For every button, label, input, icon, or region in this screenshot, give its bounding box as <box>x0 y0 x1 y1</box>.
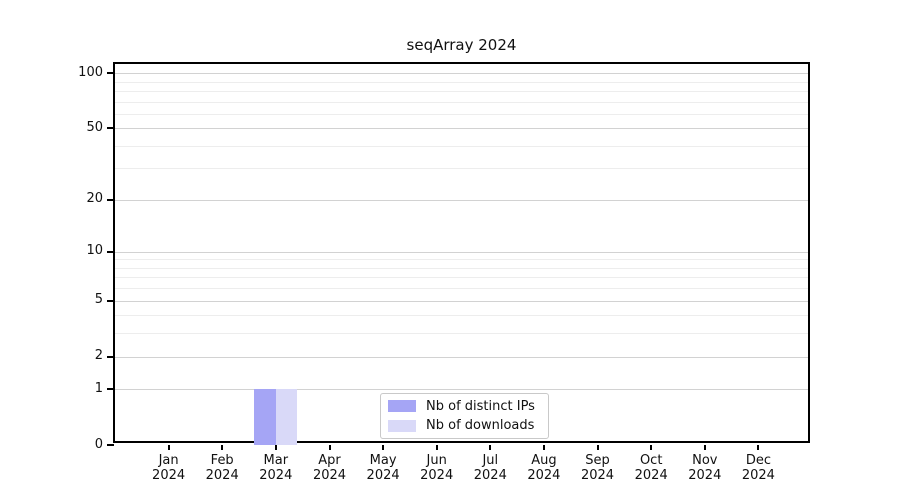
gridline-major <box>115 128 808 130</box>
y-axis-tick <box>107 355 114 358</box>
y-tick-label: 100 <box>78 64 103 80</box>
x-tick-year: 2024 <box>473 468 507 483</box>
x-tick-label: Apr 2024 <box>300 453 360 483</box>
plot-area: Nb of distinct IPs Nb of downloads 0 1 2 5 10… <box>78 62 810 483</box>
x-tick-label: Jul 2024 <box>460 453 520 483</box>
x-tick-label: Oct 2024 <box>621 453 681 483</box>
gridline-minor <box>115 90 808 92</box>
y-tick-label: 50 <box>86 119 103 135</box>
legend-swatch-icon <box>388 419 416 432</box>
x-axis-tick <box>757 445 760 450</box>
y-axis-tick <box>107 299 114 302</box>
y-tick-label: 0 <box>94 436 103 452</box>
y-axis-tick <box>107 444 114 446</box>
y-axis-tick <box>107 250 114 253</box>
bar-nb-of-distinct-ips <box>254 389 276 445</box>
x-tick-label: Jan 2024 <box>139 453 199 483</box>
x-tick-label: Sep 2024 <box>568 453 628 483</box>
x-axis-tick <box>435 445 438 450</box>
gridline-minor <box>115 315 808 317</box>
gridline-minor <box>115 333 808 335</box>
x-axis-tick <box>328 445 331 450</box>
x-tick-label: Jun 2024 <box>407 453 467 483</box>
x-tick-year: 2024 <box>688 468 722 483</box>
gridline-major <box>115 389 808 391</box>
x-tick-month: Feb <box>210 453 234 468</box>
gridline-minor <box>115 267 808 269</box>
gridline-minor <box>115 101 808 103</box>
x-tick-month: Oct <box>639 453 663 468</box>
y-axis-tick <box>107 72 114 74</box>
x-tick-month: Sep <box>585 453 610 468</box>
gridline-minor <box>115 168 808 170</box>
gridline-minor <box>115 277 808 279</box>
x-axis-tick <box>274 445 277 450</box>
gridline-major <box>115 73 808 74</box>
gridline-major <box>115 356 808 358</box>
y-tick-label: 1 <box>94 380 103 396</box>
gridline-minor <box>115 259 808 261</box>
x-tick-label: Mar 2024 <box>246 453 306 483</box>
legend: Nb of distinct IPs Nb of downloads <box>380 393 549 439</box>
x-tick-month: May <box>369 453 397 468</box>
legend-swatch-icon <box>388 400 416 413</box>
x-tick-year: 2024 <box>152 468 186 483</box>
x-tick-label: Feb 2024 <box>192 453 252 483</box>
y-axis-tick <box>107 127 114 130</box>
x-tick-month: Mar <box>263 453 289 468</box>
x-tick-month: Nov <box>692 453 718 468</box>
chart-title: seqArray 2024 <box>406 36 517 54</box>
y-axis-tick <box>107 198 114 201</box>
x-tick-year: 2024 <box>312 468 347 483</box>
y-tick-label: 10 <box>86 243 103 259</box>
x-tick-month: Jul <box>482 453 499 468</box>
x-axis-tick <box>167 445 170 450</box>
x-tick-label: Dec 2024 <box>728 453 788 483</box>
gridline-major <box>115 251 808 253</box>
legend-label: Nb of downloads <box>426 418 535 434</box>
gridline-minor <box>115 145 808 147</box>
x-tick-label: May 2024 <box>353 453 413 483</box>
gridline-minor <box>115 113 808 115</box>
legend-item: Nb of downloads <box>388 418 541 435</box>
y-tick-label: 5 <box>94 292 103 308</box>
bar-nb-of-downloads <box>275 389 298 445</box>
x-tick-year: 2024 <box>366 468 400 483</box>
x-axis-tick <box>650 445 653 450</box>
x-axis-tick <box>382 445 385 450</box>
x-axis-tick <box>703 445 706 450</box>
y-tick-label: 20 <box>86 191 103 207</box>
x-tick-year: 2024 <box>741 468 775 483</box>
y-axis-tick <box>107 388 114 391</box>
x-tick-month: Jun <box>426 453 447 468</box>
gridline-major <box>115 199 808 201</box>
x-tick-year: 2024 <box>205 468 239 483</box>
x-axis-tick <box>542 445 545 450</box>
x-tick-year: 2024 <box>259 468 293 483</box>
x-tick-label: Aug 2024 <box>514 453 574 483</box>
x-tick-month: Apr <box>318 453 341 468</box>
x-axis-tick <box>489 445 492 450</box>
x-tick-year: 2024 <box>527 468 561 483</box>
x-tick-year: 2024 <box>634 468 668 483</box>
x-tick-label: Nov 2024 <box>675 453 735 483</box>
gridline-major <box>115 300 808 302</box>
legend-item: Nb of distinct IPs <box>388 398 541 415</box>
x-tick-year: 2024 <box>420 468 454 483</box>
gridline-minor <box>115 81 808 83</box>
x-tick-month: Dec <box>745 453 771 468</box>
x-axis-tick <box>221 445 224 450</box>
x-axis-tick <box>596 445 599 450</box>
gridline-minor <box>115 288 808 290</box>
y-tick-label: 2 <box>94 348 103 363</box>
x-tick-month: Jan <box>158 453 179 468</box>
legend-label: Nb of distinct IPs <box>426 398 535 414</box>
x-tick-year: 2024 <box>580 468 615 483</box>
x-tick-month: Aug <box>531 453 557 468</box>
